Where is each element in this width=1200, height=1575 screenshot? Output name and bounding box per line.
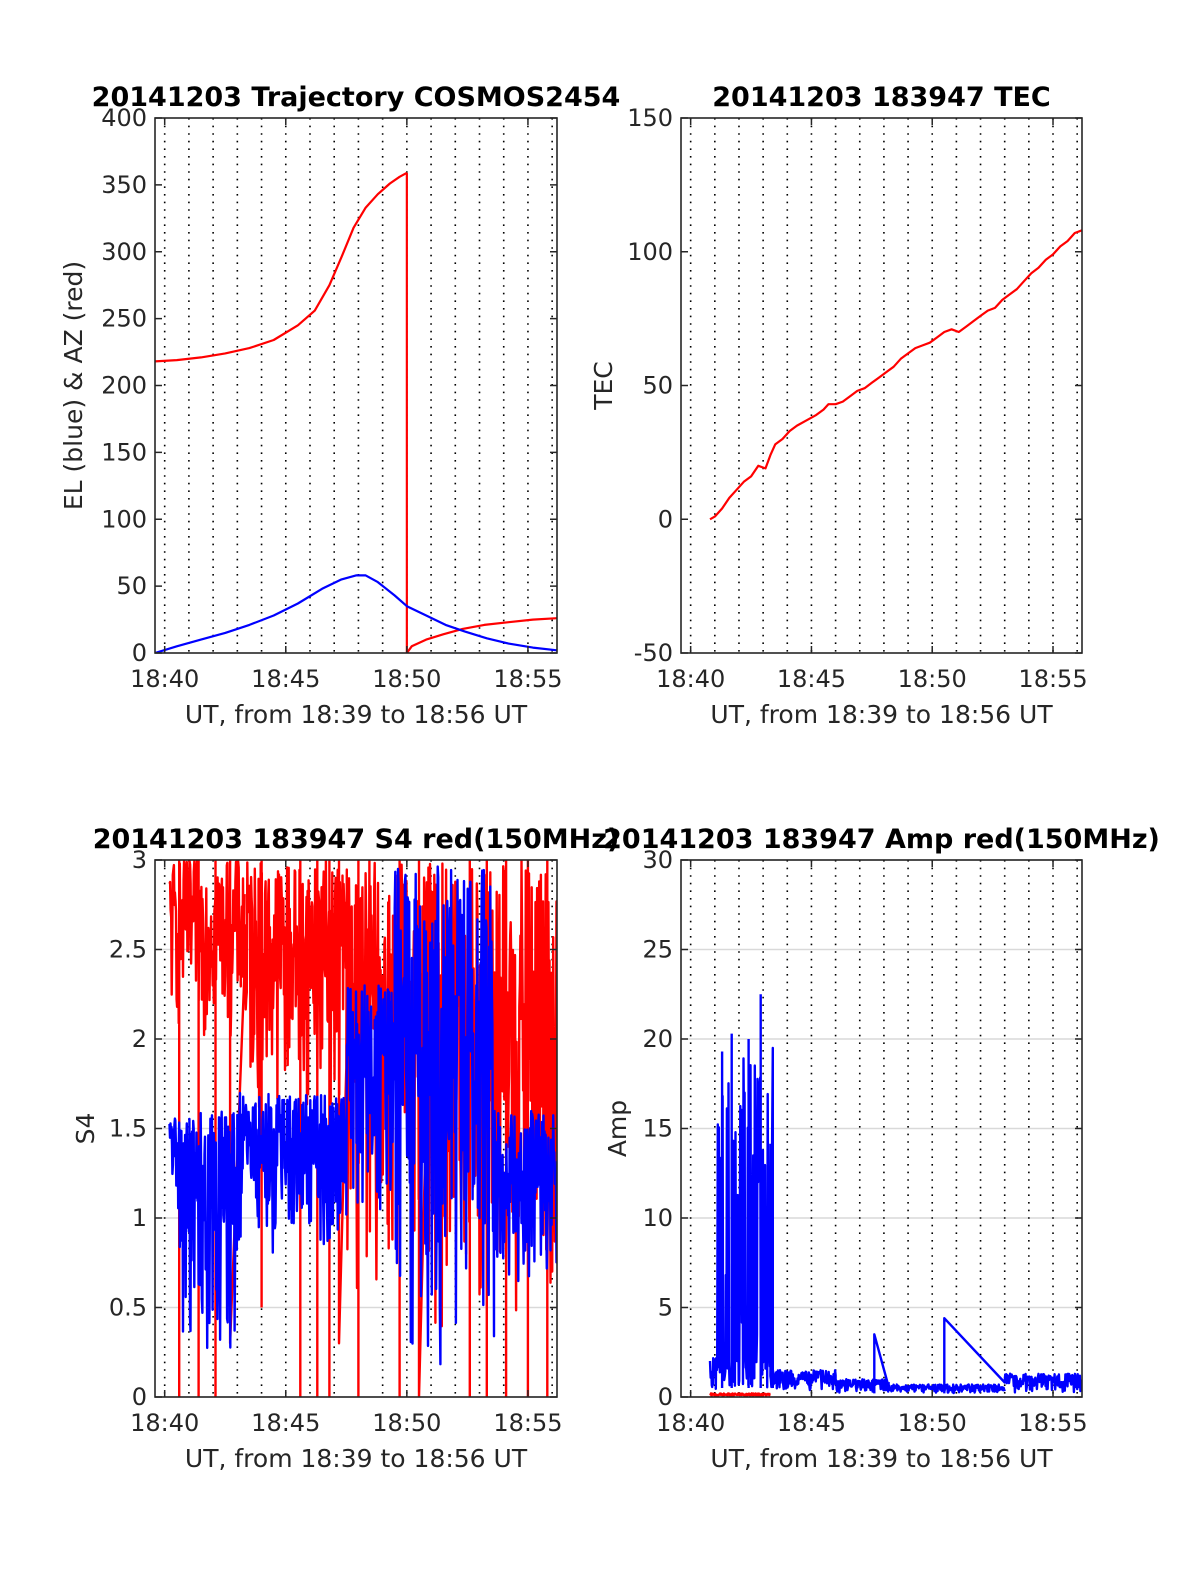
x-tick-label: 18:55 — [1018, 1409, 1087, 1437]
x-axis-label: UT, from 18:39 to 18:56 UT — [710, 1444, 1053, 1473]
y-tick-label: 150 — [627, 104, 673, 132]
x-tick-label: 18:50 — [898, 665, 967, 693]
x-axis-label: UT, from 18:39 to 18:56 UT — [185, 700, 528, 729]
series-group — [155, 171, 557, 653]
y-tick-label: 25 — [642, 936, 673, 964]
blue-series-line — [168, 865, 557, 1366]
trajectory-panel: 18:40 18:45 18:50 18:55 0 50 100 150 200 250 300 35… — [59, 82, 620, 729]
x-tick-label: 18:40 — [656, 1409, 725, 1437]
chart-title: 20141203 183947 S4 red(150MHz) — [93, 824, 620, 855]
y-tick-label: 0.5 — [109, 1294, 147, 1322]
y-tick-label: 5 — [658, 1294, 673, 1322]
y-tick-label: 50 — [116, 572, 147, 600]
x-tick-label: 18:55 — [493, 1409, 562, 1437]
y-tick-label: 2.5 — [109, 936, 147, 964]
y-tick-label: 400 — [101, 104, 147, 132]
y-tick-label: -50 — [634, 639, 673, 667]
series-group — [708, 994, 1082, 1397]
x-tick-label: 18:40 — [130, 665, 199, 693]
y-tick-label: 250 — [101, 305, 147, 333]
x-tick-label: 18:55 — [1018, 665, 1087, 693]
y-tick-label: 15 — [642, 1115, 673, 1143]
axes-frame — [680, 117, 1083, 654]
series-group — [168, 860, 557, 1397]
y-axis-label: Amp — [603, 1100, 632, 1157]
chart-title: 20141203 183947 Amp red(150MHz) — [603, 824, 1160, 855]
y-tick-label: 0 — [658, 505, 673, 533]
y-tick-label: 100 — [101, 505, 147, 533]
y-tick-label: 2 — [132, 1025, 147, 1053]
y-tick-label: 30 — [642, 846, 673, 874]
blue-series-line — [155, 574, 557, 653]
x-tick-label: 18:40 — [130, 1409, 199, 1437]
y-tick-label: 0 — [658, 1383, 673, 1411]
blue-series-line — [708, 994, 1082, 1395]
x-axis-label: UT, from 18:39 to 18:56 UT — [710, 700, 1053, 729]
y-tick-label: 0 — [132, 1383, 147, 1411]
y-tick-label: 50 — [642, 372, 673, 400]
y-tick-label: 100 — [627, 238, 673, 266]
x-tick-label: 18:45 — [777, 1409, 846, 1437]
amp-panel: 18:40 18:45 18:50 18:55 0 5 10 15 20 25 3020141203… — [603, 824, 1160, 1473]
y-tick-label: 300 — [101, 238, 147, 266]
x-tick-label: 18:45 — [251, 665, 320, 693]
y-tick-label: 1.5 — [109, 1115, 147, 1143]
y-axis-label: EL (blue) & AZ (red) — [59, 261, 88, 510]
y-tick-label: 1 — [132, 1204, 147, 1232]
x-tick-label: 18:45 — [251, 1409, 320, 1437]
red-series-line — [406, 617, 557, 653]
chart-title: 20141203 Trajectory COSMOS2454 — [92, 82, 621, 113]
x-axis-label: UT, from 18:39 to 18:56 UT — [185, 1444, 528, 1473]
x-tick-label: 18:45 — [777, 665, 846, 693]
y-tick-label: 3 — [132, 846, 147, 874]
series-group — [709, 229, 1082, 521]
y-tick-label: 0 — [132, 639, 147, 667]
y-tick-label: 150 — [101, 438, 147, 466]
s4-panel: 18:40 18:45 18:50 18:55 0 0.5 1 1.5 2 2.5 32014120… — [71, 824, 619, 1473]
chart-title: 20141203 183947 TEC — [712, 82, 1051, 113]
x-tick-label: 18:50 — [372, 1409, 441, 1437]
axes-frame — [154, 117, 558, 654]
y-tick-label: 20 — [642, 1025, 673, 1053]
y-axis-label: TEC — [589, 361, 618, 411]
x-tick-label: 18:50 — [372, 665, 441, 693]
y-axis-label: S4 — [71, 1113, 100, 1145]
red-series-line — [709, 229, 1082, 521]
tec-panel: 18:40 18:45 18:50 18:55 -50 0 50 100 150 20141203… — [589, 82, 1088, 729]
y-tick-label: 200 — [101, 372, 147, 400]
red-series-line — [155, 171, 408, 363]
y-tick-label: 10 — [642, 1204, 673, 1232]
x-tick-label: 18:50 — [898, 1409, 967, 1437]
y-tick-label: 350 — [101, 171, 147, 199]
x-tick-label: 18:55 — [493, 665, 562, 693]
x-tick-label: 18:40 — [656, 665, 725, 693]
